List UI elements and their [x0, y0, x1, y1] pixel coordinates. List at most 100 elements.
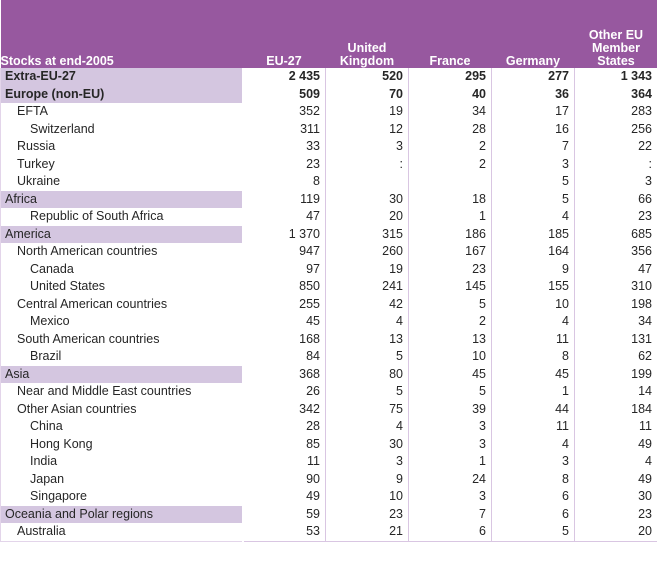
cell-germany: 3 [491, 453, 575, 471]
cell-other: 47 [574, 260, 657, 278]
table-row: Asia 368 80 45 45 199 [0, 365, 657, 383]
cell-uk: 30 [325, 435, 409, 453]
cell-france: 10 [408, 348, 492, 366]
table-row: China 28 4 3 11 11 [0, 418, 657, 436]
cell-uk: 75 [325, 400, 409, 418]
row-label: Europe (non-EU) [0, 85, 244, 103]
cell-uk: 12 [325, 120, 409, 138]
cell-france: 3 [408, 418, 492, 436]
cell-germany: 45 [491, 365, 575, 383]
cell-germany: 36 [491, 85, 575, 103]
cell-other: 356 [574, 243, 657, 261]
row-label: Japan [0, 470, 244, 488]
cell-eu27: 119 [242, 190, 326, 208]
cell-other: 23 [574, 208, 657, 226]
table-row: Russia 33 3 2 7 22 [0, 138, 657, 156]
cell-eu27: 85 [242, 435, 326, 453]
cell-france: 2 [408, 313, 492, 331]
cell-germany: 6 [491, 488, 575, 506]
table-body: Extra-EU-27 2 435 520 295 277 1 343 Europe (no… [0, 68, 657, 542]
cell-eu27: 342 [242, 400, 326, 418]
cell-germany: 16 [491, 120, 575, 138]
row-label: Turkey [0, 155, 244, 173]
cell-eu27: 49 [242, 488, 326, 506]
cell-germany: 185 [491, 225, 575, 243]
cell-uk: 4 [325, 418, 409, 436]
cell-germany: 5 [491, 173, 575, 191]
cell-uk [325, 173, 409, 191]
row-label: EFTA [0, 103, 244, 121]
cell-eu27: 23 [242, 155, 326, 173]
cell-france: 5 [408, 295, 492, 313]
cell-eu27: 368 [242, 365, 326, 383]
row-label: Singapore [0, 488, 244, 506]
cell-france: 18 [408, 190, 492, 208]
table-row: Brazil 84 5 10 8 62 [0, 348, 657, 366]
cell-eu27: 509 [242, 85, 326, 103]
header-row: Stocks at end-2005 EU-27 United Kingdom … [0, 0, 657, 68]
row-label: Other Asian countries [0, 400, 244, 418]
table-row: Singapore 49 10 3 6 30 [0, 488, 657, 506]
cell-france: 145 [408, 278, 492, 296]
cell-france: 23 [408, 260, 492, 278]
cell-other: 22 [574, 138, 657, 156]
cell-eu27: 168 [242, 330, 326, 348]
table-row: India 11 3 1 3 4 [0, 453, 657, 471]
column-header-stub: Stocks at end-2005 [0, 0, 243, 68]
cell-other: 34 [574, 313, 657, 331]
cell-uk: 9 [325, 470, 409, 488]
cell-france: 295 [408, 68, 492, 86]
row-label: Ukraine [0, 173, 244, 191]
cell-uk: 70 [325, 85, 409, 103]
cell-uk: 20 [325, 208, 409, 226]
cell-eu27: 45 [242, 313, 326, 331]
row-label: Canada [0, 260, 244, 278]
cell-france: 186 [408, 225, 492, 243]
cell-france: 6 [408, 523, 492, 542]
cell-other: 364 [574, 85, 657, 103]
cell-france: 28 [408, 120, 492, 138]
cell-eu27: 311 [242, 120, 326, 138]
cell-other: 184 [574, 400, 657, 418]
cell-france: 2 [408, 155, 492, 173]
cell-other: 685 [574, 225, 657, 243]
cell-germany: 4 [491, 208, 575, 226]
table-row: Other Asian countries 342 75 39 44 184 [0, 400, 657, 418]
row-label: South American countries [0, 330, 244, 348]
row-label: Hong Kong [0, 435, 244, 453]
column-header-germany: Germany [491, 0, 575, 68]
cell-germany: 1 [491, 383, 575, 401]
table-row: North American countries 947 260 167 164 356 [0, 243, 657, 261]
cell-germany: 11 [491, 418, 575, 436]
table-row: South American countries 168 13 13 11 131 [0, 330, 657, 348]
cell-other: : [574, 155, 657, 173]
cell-other: 14 [574, 383, 657, 401]
cell-other: 23 [574, 505, 657, 523]
cell-eu27: 90 [242, 470, 326, 488]
cell-eu27: 97 [242, 260, 326, 278]
cell-germany: 5 [491, 190, 575, 208]
cell-other: 198 [574, 295, 657, 313]
cell-germany: 8 [491, 348, 575, 366]
column-header-france: France [408, 0, 492, 68]
column-header-united-kingdom: United Kingdom [325, 0, 409, 68]
cell-germany: 44 [491, 400, 575, 418]
cell-uk: 4 [325, 313, 409, 331]
cell-uk: 260 [325, 243, 409, 261]
cell-germany: 155 [491, 278, 575, 296]
table-row: Hong Kong 85 30 3 4 49 [0, 435, 657, 453]
cell-germany: 11 [491, 330, 575, 348]
row-label: Oceania and Polar regions [0, 505, 244, 523]
row-label: Russia [0, 138, 244, 156]
cell-other: 66 [574, 190, 657, 208]
row-label: Asia [0, 365, 244, 383]
cell-germany: 3 [491, 155, 575, 173]
cell-other: 3 [574, 173, 657, 191]
cell-uk: 5 [325, 383, 409, 401]
cell-eu27: 11 [242, 453, 326, 471]
cell-france: 3 [408, 488, 492, 506]
cell-other: 62 [574, 348, 657, 366]
row-label: Mexico [0, 313, 244, 331]
cell-uk: 30 [325, 190, 409, 208]
cell-france: 34 [408, 103, 492, 121]
